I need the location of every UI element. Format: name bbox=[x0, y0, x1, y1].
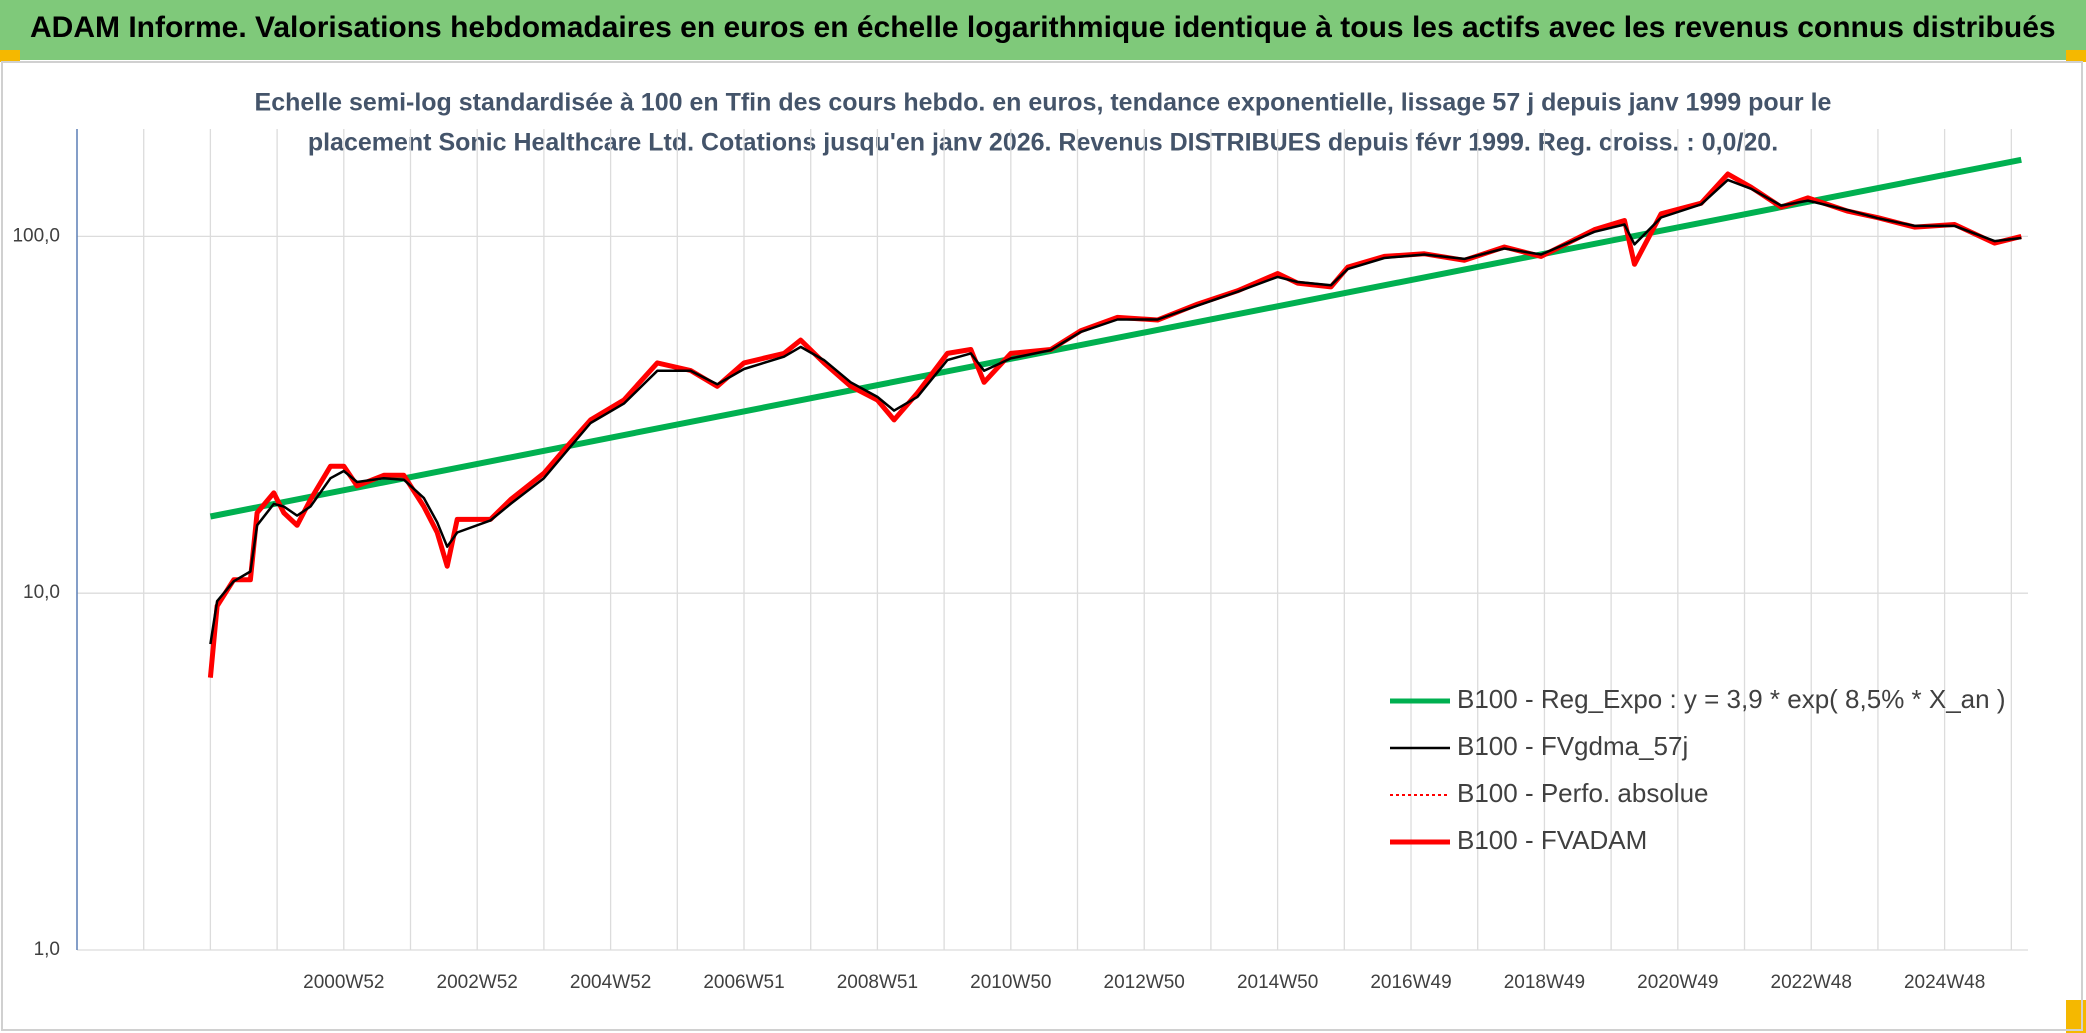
legend-label: B100 - FVgdma_57j bbox=[1457, 731, 1688, 761]
x-tick-label: 2014W50 bbox=[1237, 972, 1318, 993]
y-tick-label: 100,0 bbox=[12, 225, 60, 246]
corner bbox=[0, 50, 20, 62]
corner bbox=[2066, 50, 2086, 62]
x-tick-label: 2024W48 bbox=[1904, 972, 1985, 993]
x-tick-label: 2012W50 bbox=[1104, 972, 1185, 993]
legend-label: B100 - Perfo. absolue bbox=[1457, 778, 1709, 808]
x-tick-label: 2020W49 bbox=[1637, 972, 1718, 993]
chart-subtitle: Echelle semi-log standardisée à 100 en T… bbox=[255, 89, 1832, 117]
x-tick-label: 2000W52 bbox=[303, 972, 384, 993]
x-tick-label: 2022W48 bbox=[1771, 972, 1852, 993]
chart-frame bbox=[1, 61, 2083, 1031]
y-tick-label: 10,0 bbox=[23, 582, 60, 603]
legend-label: B100 - FVADAM bbox=[1457, 825, 1647, 855]
x-tick-label: 2018W49 bbox=[1504, 972, 1585, 993]
y-tick-label: 1,0 bbox=[34, 939, 60, 960]
series-line bbox=[209, 156, 2022, 520]
series-line bbox=[207, 171, 2022, 678]
x-tick-label: 2004W52 bbox=[570, 972, 651, 993]
legend-label: B100 - Reg_Expo : y = 3,9 * exp( 8,5% * … bbox=[1457, 684, 2006, 714]
series-line bbox=[209, 178, 2022, 645]
x-tick-label: 2008W51 bbox=[837, 972, 918, 993]
x-tick-label: 2006W51 bbox=[703, 972, 784, 993]
x-tick-label: 2016W49 bbox=[1370, 972, 1451, 993]
x-tick-label: 2002W52 bbox=[437, 972, 518, 993]
x-tick-label: 2010W50 bbox=[970, 972, 1051, 993]
page-title: ADAM Informe. Valorisations hebdomadaire… bbox=[30, 11, 2056, 44]
header-bar bbox=[0, 0, 2086, 60]
chart-subtitle: placement Sonic Healthcare Ltd. Cotation… bbox=[308, 129, 1778, 157]
